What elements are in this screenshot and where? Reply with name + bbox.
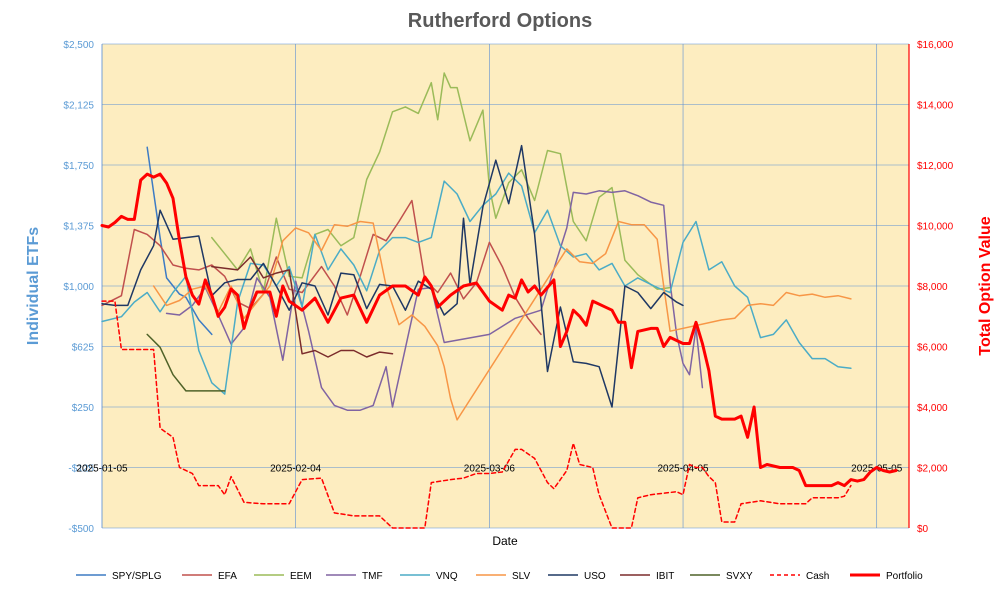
left-axis-label: Individual ETFs [25, 227, 42, 345]
x-tick-label: 2025-02-04 [270, 464, 322, 475]
series-line-cash [101, 300, 852, 529]
right-tick-label: $14,000 [917, 101, 954, 112]
series-line-vnq [101, 172, 852, 395]
legend-label-uso: USO [584, 571, 606, 582]
right-tick-label: $0 [917, 524, 929, 535]
legend-label-eem: EEM [290, 571, 312, 582]
x-axis-label: Date [492, 534, 518, 548]
series-line-eem [211, 72, 671, 294]
right-tick-label: $16,000 [917, 40, 954, 51]
series-line-efa [101, 199, 542, 336]
x-tick-label: 2025-04-05 [657, 464, 709, 475]
series-line-portfolio [100, 172, 898, 488]
legend-label-efa: EFA [218, 571, 237, 582]
right-tick-label: $8,000 [917, 282, 948, 293]
right-tick-label: $2,000 [917, 464, 948, 475]
right-axis-ticks: $16,000 $14,000 $12,000 $10,000 $8,000 $6,000… [917, 40, 954, 535]
series-line-uso [101, 144, 684, 408]
legend-label-svxy: SVXY [726, 571, 753, 582]
left-tick-label: $625 [72, 343, 95, 354]
series-line-svxy [146, 333, 226, 392]
series-line-slv [152, 220, 852, 421]
left-tick-label: $2,125 [63, 101, 94, 112]
left-axis-ticks: $2,500 $2,125 $1,750 $1,375 $1,000 $625 $250 -$… [63, 40, 94, 535]
legend-label-slv: SLV [512, 571, 530, 582]
legend-label-tmf: TMF [362, 571, 383, 582]
legend-label-portfolio: Portfolio [886, 571, 923, 582]
x-tick-label: 2025-03-06 [464, 464, 516, 475]
x-tick-label: 2025-01-05 [76, 464, 128, 475]
right-tick-label: $4,000 [917, 403, 948, 414]
right-tick-label: $10,000 [917, 222, 954, 233]
series-line-ibit [211, 256, 394, 358]
right-axis-label: Total Option Value [977, 216, 994, 355]
legend-label-vnq: VNQ [436, 571, 458, 582]
left-tick-label: $1,375 [63, 222, 94, 233]
series-line-tmf [165, 190, 704, 411]
left-tick-label: -$500 [68, 524, 94, 535]
left-tick-label: $2,500 [63, 40, 94, 51]
right-tick-label: $6,000 [917, 343, 948, 354]
right-tick-label: $12,000 [917, 161, 954, 172]
legend-label-cash: Cash [806, 571, 829, 582]
left-tick-label: $250 [72, 403, 95, 414]
left-tick-label: $1,750 [63, 161, 94, 172]
left-tick-label: $1,000 [63, 282, 94, 293]
legend-label-spy-splg: SPY/SPLG [112, 571, 162, 582]
legend: SPY/SPLG EFA EEM TMF VNQ SLV USO IBIT SVXY Cash Po… [76, 571, 923, 582]
legend-label-ibit: IBIT [656, 571, 674, 582]
series-layer [100, 72, 898, 529]
series-line-spy-splg [146, 146, 213, 336]
chart-title: Rutherford Options [408, 10, 592, 32]
left-tick-label: -$125 [68, 464, 94, 475]
